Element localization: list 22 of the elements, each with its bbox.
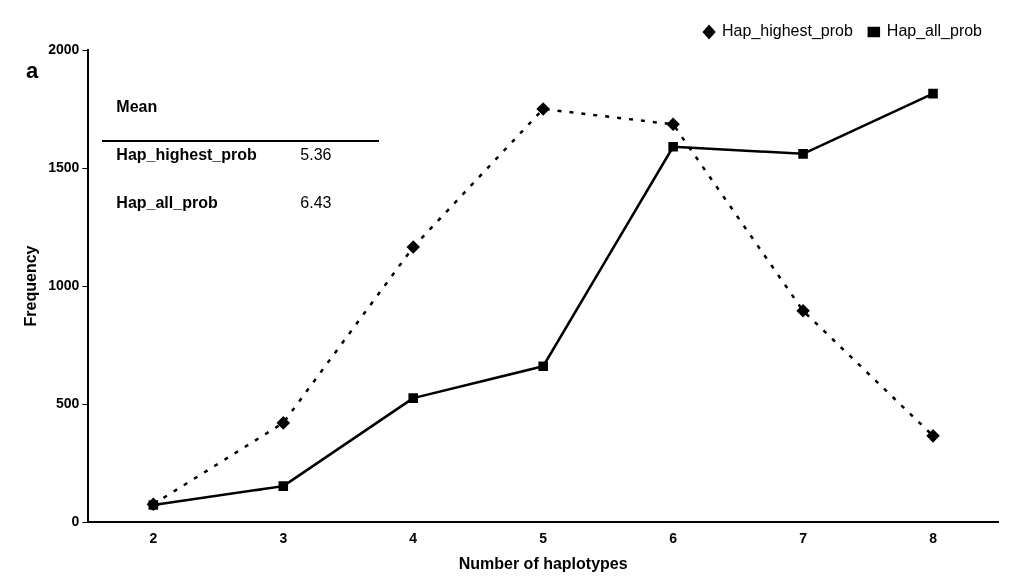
y-axis-title: Frequency: [22, 245, 40, 327]
y-tick-label: 500: [55, 394, 80, 411]
annotation: Hap_all_prob: [116, 194, 218, 212]
y-tick-label: 0: [71, 512, 80, 529]
y-tick-label: 1500: [48, 158, 80, 175]
y-tick-label: 1000: [48, 276, 80, 293]
annotation: Hap_highest_prob: [116, 146, 258, 164]
x-tick-label: 3: [279, 530, 288, 547]
x-tick-label: 2: [149, 530, 158, 547]
x-tick-label: 5: [539, 530, 548, 547]
x-axis-title: Number of haplotypes: [458, 554, 628, 572]
legend-label: Hap_highest_prob: [722, 22, 853, 41]
x-tick-label: 6: [669, 530, 678, 547]
x-tick-label: 4: [409, 530, 418, 547]
x-tick-label: 8: [929, 530, 938, 547]
annotation: Mean: [116, 98, 158, 116]
annotation: 6.43: [300, 194, 332, 212]
x-tick-label: 7: [799, 530, 808, 547]
text: a: [26, 58, 40, 84]
annotation: 5.36: [300, 146, 332, 164]
legend-label: Hap_all_prob: [886, 22, 983, 41]
y-tick-label: 2000: [48, 40, 80, 57]
